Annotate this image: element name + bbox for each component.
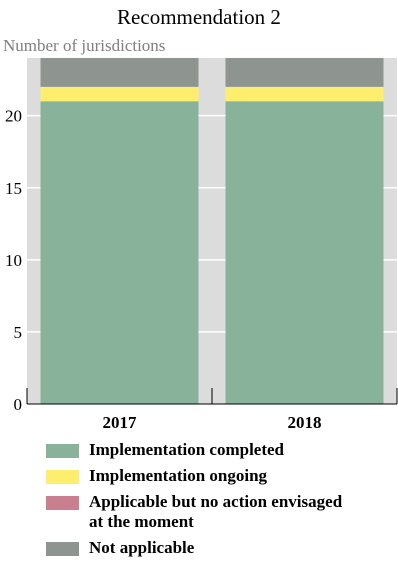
y-tick-label-15: 15 [5,179,22,198]
legend-label: Applicable but no action envisaged at th… [89,492,343,531]
y-tick-label-5: 5 [14,323,23,342]
x-category-label-2018: 2018 [288,413,322,432]
legend-item: Implementation ongoing [46,466,386,486]
legend-item: Applicable but no action envisaged at th… [46,492,386,532]
legend-label: Implementation completed [89,440,285,459]
bar-2018-series-3 [225,58,384,87]
legend-swatch [46,542,79,556]
legend-label: Implementation ongoing [89,466,268,485]
x-category-label-2017: 2017 [103,413,138,432]
chart-title: Recommendation 2 [117,5,281,29]
y-tick-label-0: 0 [14,395,23,414]
y-axis-label: Number of jurisdictions [3,36,166,55]
bar-2017-series-0 [40,101,199,404]
legend-item: Implementation completed [46,440,386,460]
y-tick-label-20: 20 [5,107,22,126]
legend-swatch [46,444,79,458]
stacked-bar-chart: 0 5 10 15 20 2017 2018 [5,58,398,432]
bar-2017-series-3 [40,58,199,87]
legend: Implementation completed Implementation o… [46,440,386,564]
bar-2018-series-1 [225,86,384,102]
legend-item: Not applicable [46,538,386,558]
legend-swatch [46,470,79,484]
legend-label: Not applicable [89,538,195,557]
legend-swatch [46,496,79,510]
y-tick-label-10: 10 [5,251,22,270]
bar-2018-series-0 [225,101,384,404]
bar-2017-series-1 [40,86,199,102]
